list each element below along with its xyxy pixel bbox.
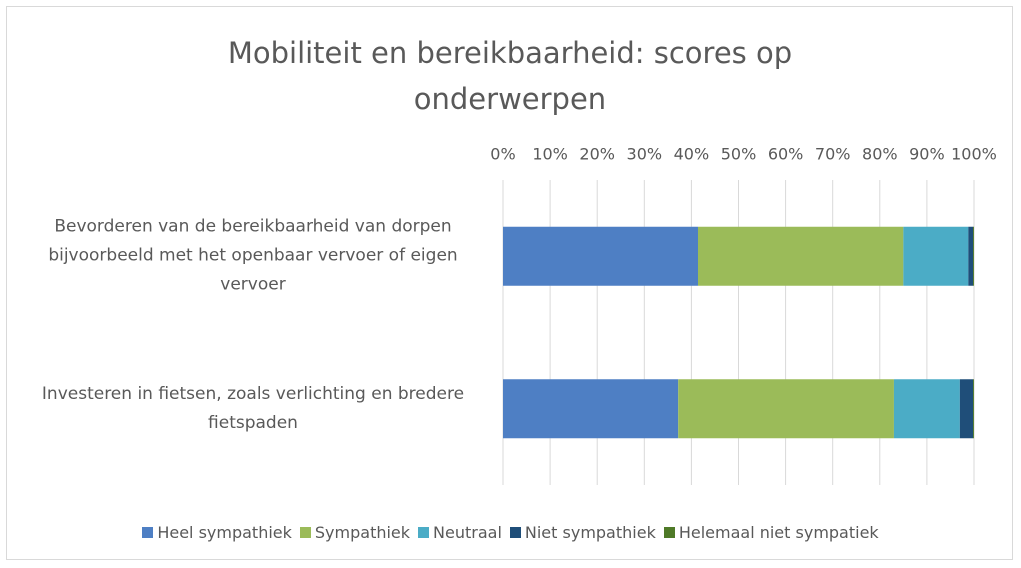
x-tick-label: 30% <box>627 145 663 164</box>
x-tick-label: 50% <box>721 145 757 164</box>
legend-item: Heel sympathiek <box>142 523 292 542</box>
legend-item: Niet sympathiek <box>509 523 656 542</box>
legend-swatch <box>663 527 675 538</box>
x-tick-label: 10% <box>532 145 568 164</box>
legend-item: Neutraal <box>418 523 502 542</box>
y-tick-label: Investeren in fietsen, zoals verlichting… <box>41 383 465 433</box>
legend-label: Neutraal <box>433 523 502 542</box>
legend-swatch <box>299 527 311 538</box>
y-tick-label: Bevorderen van de bereikbaarheid van dor… <box>48 216 458 295</box>
bar-segment <box>697 226 904 286</box>
legend-label: Heel sympathiek <box>157 523 292 542</box>
bar-segment <box>968 226 974 286</box>
chart-title: Mobiliteit en bereikbaarheid: scores op … <box>227 36 793 116</box>
legend-label: Niet sympathiek <box>524 523 656 542</box>
x-tick-label: 40% <box>674 145 710 164</box>
x-tick-label: 60% <box>768 145 804 164</box>
legend: Heel sympathiek Sympathiek Neutraal Niet sy… <box>0 523 1021 542</box>
bar-segment <box>678 379 894 439</box>
bar-segment <box>503 379 679 439</box>
x-tick-label: 70% <box>815 145 851 164</box>
x-tick-label: 100% <box>951 145 997 164</box>
legend-swatch <box>418 527 430 538</box>
bar-segment <box>503 226 698 286</box>
chart-frame <box>6 6 1013 560</box>
bar-segment <box>973 379 974 439</box>
legend-label: Sympathiek <box>314 523 411 542</box>
x-tick-label: 80% <box>862 145 898 164</box>
legend-item: Helemaal niet sympatiek <box>663 523 879 542</box>
bar-segment <box>903 226 969 286</box>
legend-swatch <box>142 527 154 538</box>
x-tick-label: 90% <box>909 145 945 164</box>
bar-segment <box>959 379 974 439</box>
bar-segment <box>893 379 960 439</box>
x-tick-label: 0% <box>490 145 515 164</box>
legend-swatch <box>509 527 521 538</box>
x-tick-label: 20% <box>579 145 615 164</box>
legend-item: Sympathiek <box>299 523 411 542</box>
bar-segment <box>973 226 974 286</box>
legend-label: Helemaal niet sympatiek <box>678 523 879 542</box>
